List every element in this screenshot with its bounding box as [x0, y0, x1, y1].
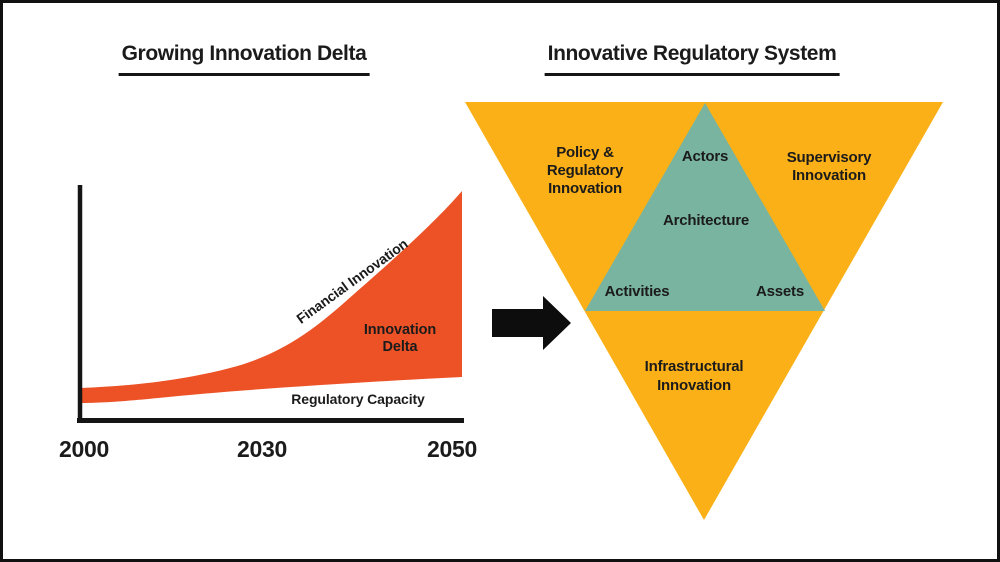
infrastructural-line1: Infrastructural — [644, 358, 744, 375]
supervisory-line2: Innovation — [792, 167, 866, 184]
regulatory-capacity-label: Regulatory Capacity — [291, 391, 425, 407]
x-tick-2050: 2050 — [427, 436, 477, 462]
innovation-delta-area — [80, 191, 462, 403]
policy-line2: Regulatory — [546, 162, 624, 179]
flow-arrow-icon — [492, 296, 571, 350]
infrastructural-line2: Innovation — [657, 377, 731, 394]
architecture-label: Architecture — [663, 212, 749, 229]
left-chart-title: Growing Innovation Delta — [118, 42, 370, 76]
activities-label: Activities — [604, 283, 670, 300]
policy-regulatory-innovation-label: Policy & Regulatory Innovation — [546, 144, 624, 198]
policy-line3: Innovation — [548, 180, 622, 197]
innovation-delta-line1: Innovation — [363, 322, 437, 338]
innovation-delta-label: Innovation Delta — [364, 322, 436, 356]
supervisory-innovation-label: Supervisory Innovation — [787, 149, 872, 185]
actors-label: Actors — [681, 148, 729, 165]
infrastructural-innovation-label: Infrastructural Innovation — [645, 357, 744, 395]
supervisory-line1: Supervisory — [786, 149, 872, 166]
policy-line1: Policy & — [556, 144, 614, 161]
x-tick-2030: 2030 — [237, 436, 287, 462]
right-diagram-title: Innovative Regulatory System — [544, 42, 840, 76]
x-tick-2000: 2000 — [59, 436, 109, 462]
inner-triangle — [585, 103, 825, 311]
innovation-delta-line2: Delta — [382, 339, 418, 355]
assets-label: Assets — [756, 283, 804, 300]
